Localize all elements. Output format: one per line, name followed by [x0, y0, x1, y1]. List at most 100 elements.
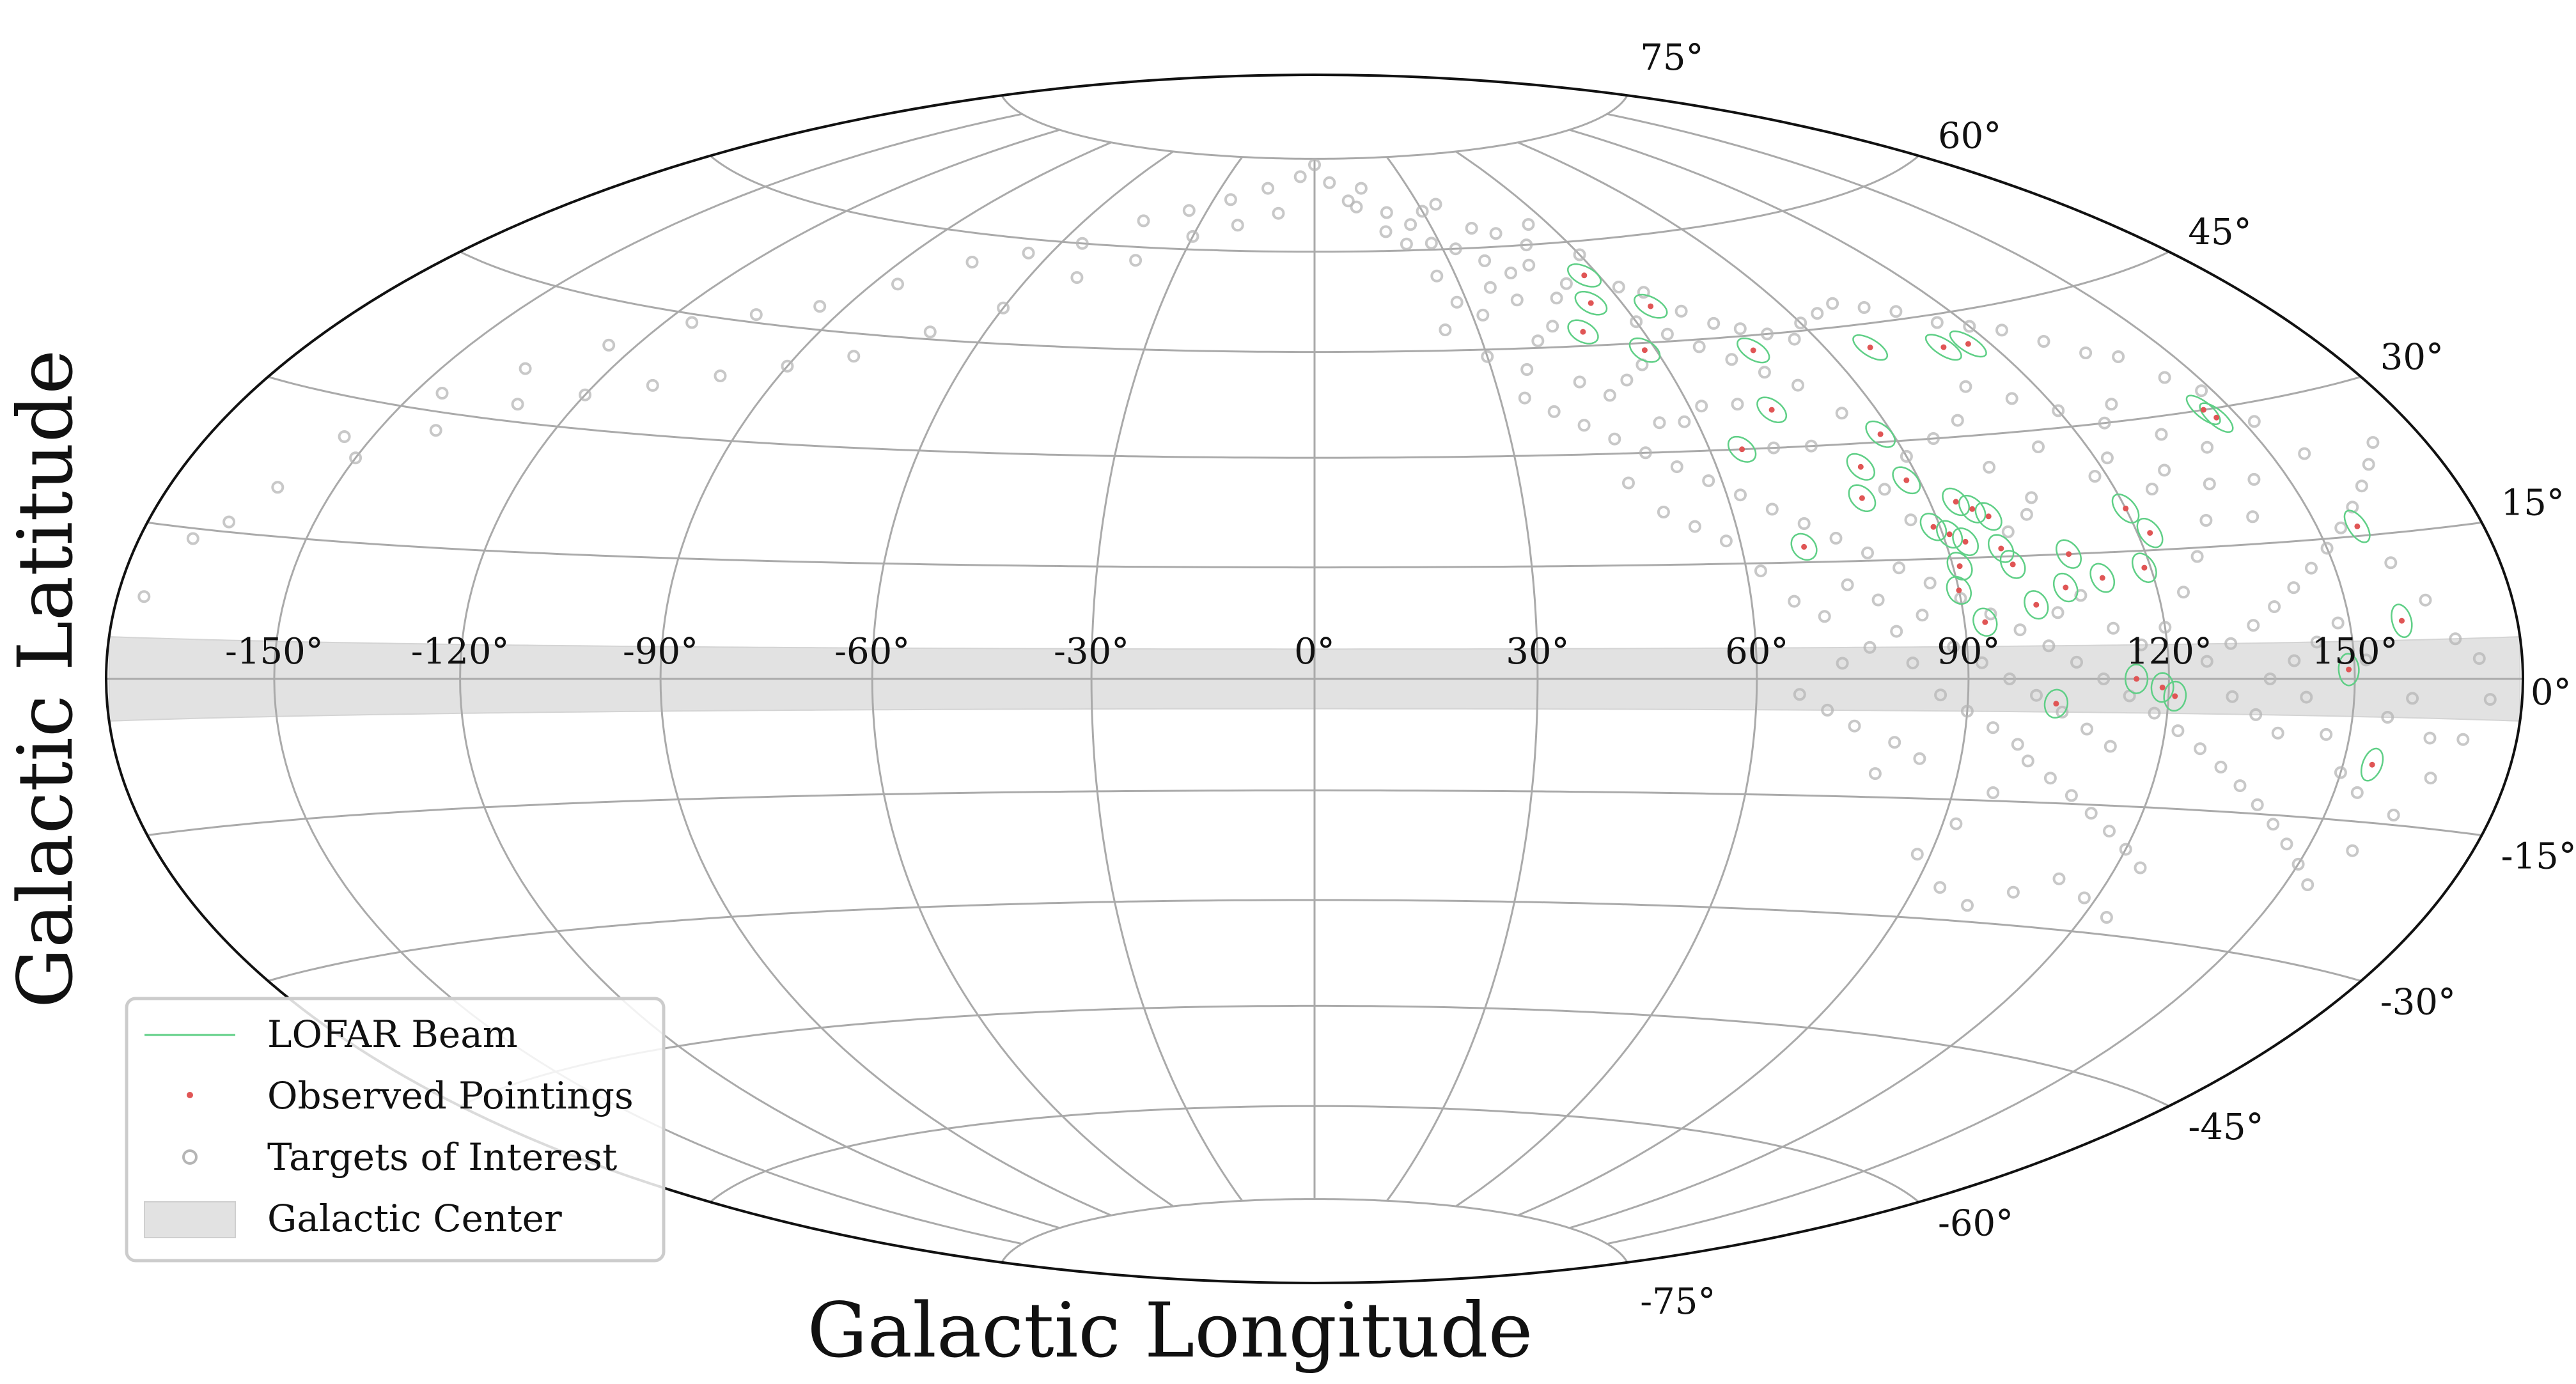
- target-marker: [2334, 521, 2348, 534]
- graticule: [106, 95, 2523, 1263]
- lofar-beam-outline: [1935, 520, 1963, 549]
- target-marker: [1186, 229, 1199, 243]
- target-marker: [1733, 322, 1747, 336]
- target-marker: [2145, 483, 2158, 495]
- target-marker: [2246, 510, 2260, 524]
- pointing-marker: [1768, 407, 1775, 413]
- target-marker: [2158, 463, 2171, 477]
- pointing-marker: [1641, 347, 1648, 354]
- target-marker: [1657, 506, 1670, 518]
- target-marker: [1913, 752, 1926, 765]
- target-marker: [2097, 673, 2111, 685]
- target-marker: [1481, 350, 1494, 363]
- lofar-beam-outline: [1919, 513, 1948, 541]
- target-marker: [1531, 334, 1545, 348]
- target-marker: [2387, 809, 2400, 821]
- target-marker: [1400, 237, 1413, 251]
- pointing-marker: [1588, 300, 1594, 306]
- longitude-tick-label: 30°: [1506, 631, 1569, 673]
- longitude-tick-label: 0°: [1294, 631, 1335, 673]
- target-marker: [1522, 218, 1535, 231]
- target-marker: [2483, 693, 2497, 706]
- lofar-beam-outline: [2089, 563, 2116, 593]
- pointing-marker: [2369, 761, 2375, 768]
- target-marker: [2135, 638, 2148, 651]
- target-marker: [1878, 483, 1891, 496]
- lofar-beam-outline: [1942, 487, 1971, 517]
- longitude-tick-label: 60°: [1725, 631, 1788, 673]
- pointing-marker: [1867, 345, 1873, 350]
- pointing-marker: [2147, 530, 2153, 536]
- target-marker: [1425, 237, 1438, 250]
- target-marker: [1923, 577, 1937, 589]
- target-marker: [2052, 404, 2065, 417]
- latitude-tick-label: 60°: [1938, 116, 2001, 157]
- target-marker: [1520, 363, 1534, 376]
- target-marker: [1546, 320, 1559, 333]
- legend-label-galactic-center: Galactic Center: [267, 1197, 562, 1240]
- y-axis-title: Galactic Latitude: [1, 350, 90, 1008]
- legend-swatch-targets: [182, 1149, 198, 1165]
- target-marker: [1863, 641, 1877, 654]
- target-marker: [1926, 432, 1940, 445]
- target-marker: [1688, 520, 1701, 533]
- target-marker: [2419, 593, 2432, 607]
- target-marker: [2381, 711, 2394, 724]
- target-marker: [1793, 688, 1806, 701]
- target-marker: [2190, 550, 2204, 563]
- target-marker: [2263, 673, 2277, 685]
- parallel-line: [267, 376, 2362, 459]
- pointing-marker: [1857, 463, 1864, 470]
- lofar-beam-outline: [1628, 337, 1661, 363]
- target-marker: [1639, 446, 1652, 460]
- target-marker: [2362, 458, 2375, 471]
- target-marker: [2195, 384, 2208, 398]
- latitude-tick-label: -30°: [2380, 982, 2456, 1023]
- target-marker: [1450, 295, 1464, 309]
- target-marker: [2001, 525, 2015, 538]
- target-marker: [1949, 817, 1963, 830]
- longitude-tick-labels: -150° -120° -90° -60° -30° 0° 30° 60° 90° 120° 150…: [225, 631, 2398, 673]
- lofar-beam-outline: [1924, 334, 1962, 361]
- target-marker: [1788, 595, 1801, 608]
- target-marker: [1951, 414, 1964, 427]
- target-marker: [2310, 635, 2323, 649]
- target-marker: [2043, 772, 2057, 785]
- target-marker: [1550, 292, 1563, 305]
- target-marker: [2025, 491, 2038, 504]
- target-marker: [2100, 451, 2114, 465]
- lofar-beam-outline: [1972, 607, 1998, 637]
- target-marker: [2005, 392, 2018, 405]
- target-marker: [1261, 182, 1275, 195]
- lofar-beam-outline: [1848, 484, 1877, 513]
- target-marker: [186, 532, 199, 545]
- target-marker: [2158, 371, 2171, 384]
- target-marker: [435, 387, 449, 400]
- pointing-marker: [1953, 499, 1959, 505]
- lofar-beam-outline: [1987, 534, 2015, 563]
- lofar-beam-outline: [2199, 402, 2234, 433]
- target-marker: [1861, 546, 1874, 559]
- lofar-beam-outline: [2056, 539, 2082, 569]
- target-marker: [1577, 419, 1591, 432]
- lofar-beam-outline: [1846, 453, 1876, 481]
- lofar-beam-outline: [2052, 572, 2079, 603]
- target-marker: [2104, 740, 2117, 753]
- target-marker: [1350, 200, 1363, 214]
- target-marker: [2011, 738, 2024, 751]
- target-marker: [1608, 432, 1621, 446]
- pointing-marker: [2053, 701, 2059, 707]
- legend-swatch-observed-pointings: [187, 1092, 193, 1098]
- target-marker: [2056, 705, 2069, 719]
- target-marker: [1791, 378, 1804, 392]
- target-marker: [2194, 742, 2207, 756]
- x-axis-title: Galactic Longitude: [807, 1286, 1533, 1374]
- target-marker: [1603, 389, 1616, 402]
- observed-pointings: [1580, 272, 2405, 768]
- target-marker: [2084, 807, 2098, 820]
- target-marker: [923, 325, 937, 339]
- lofar-beam-outline: [2338, 653, 2360, 687]
- lofar-beam-outline: [1974, 502, 2002, 531]
- target-marker: [1947, 640, 1960, 653]
- target-marker: [2331, 616, 2345, 630]
